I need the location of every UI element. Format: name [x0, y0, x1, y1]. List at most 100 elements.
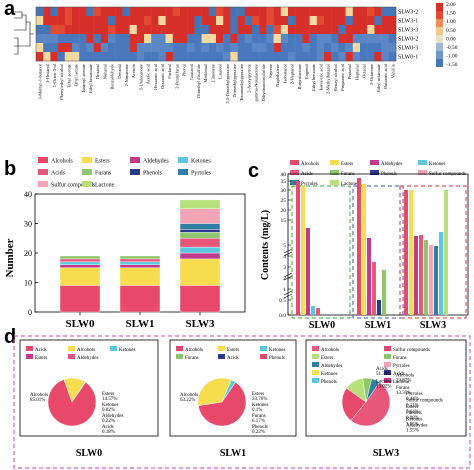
heatmap-cell — [72, 7, 80, 17]
heatmap-cell — [374, 34, 382, 44]
heatmap-cell — [259, 25, 267, 35]
dendrogram — [14, 11, 34, 55]
heatmap-cell — [388, 52, 397, 62]
pie-legend-label: Ketones — [321, 372, 337, 377]
heatmap-cell — [374, 7, 382, 17]
heatmap-cell — [309, 34, 317, 44]
heatmap-col-label: Isobutanol — [282, 63, 287, 83]
heatmap-cell — [79, 43, 87, 53]
heatmap-cells — [35, 6, 397, 62]
pie-label-value: 0.02% — [102, 408, 115, 413]
bar-legend-label: Alcohols — [51, 159, 73, 165]
heatmap-cell — [86, 7, 94, 17]
contents-bar — [296, 181, 300, 315]
heatmap-cell — [381, 7, 389, 17]
heatmap-cell — [100, 25, 109, 35]
heatmap-cell — [93, 25, 101, 35]
heatmap-cell — [43, 16, 51, 26]
pie-label-value: 0.18% — [102, 430, 115, 435]
heatmap-cell — [273, 52, 281, 62]
heatmap-cell — [208, 25, 217, 35]
heatmap-cell — [108, 16, 116, 26]
contents-legend-swatch — [418, 160, 427, 165]
contents-chart: Alcohols Esters Aldehydes Ketones Acids Furan… — [260, 160, 469, 331]
heatmap-cell — [338, 43, 346, 53]
heatmap-cell — [360, 34, 368, 44]
heatmap-cell — [237, 52, 245, 62]
contents-y-tick-label: 25 — [281, 198, 287, 204]
contents-y-tick-label: 15 — [281, 218, 287, 224]
bar-segment — [119, 285, 161, 313]
heatmap-cell — [324, 34, 332, 44]
pie-label-value: 0.11% — [406, 404, 419, 409]
heatmap-cell — [187, 25, 195, 35]
stacked-bar-chart: Alcohols Esters Aldehydes Ketones Acids Furan… — [4, 157, 246, 317]
heatmap-cell — [273, 34, 281, 44]
pie-legend-swatch — [384, 370, 391, 375]
pie-legend-swatch — [68, 354, 75, 359]
heatmap-col-label: Ethyl lactate — [74, 64, 79, 87]
heatmap-cell — [223, 16, 231, 26]
heatmap-col-label: 2-Octanone — [369, 64, 374, 85]
heatmap-cell — [64, 34, 73, 44]
pie-label-name: Lactone — [376, 380, 393, 385]
heatmap-cell — [201, 52, 209, 62]
heatmap-cell — [273, 16, 281, 26]
heatmap-col-label: Dimethyl disulfide — [196, 64, 201, 98]
heatmap-cell — [295, 7, 303, 17]
heatmap-cell — [230, 7, 238, 17]
heatmap-row-label: SLW0-2 — [398, 37, 418, 43]
pie-legend-swatch — [384, 378, 391, 383]
contents-legend-label: Sulfur compounds — [429, 172, 466, 177]
colorbar-tick: 2.00 — [446, 2, 456, 8]
bar-segment — [179, 258, 221, 286]
contents-legend-swatch — [330, 180, 339, 185]
heatmap-cell — [158, 34, 166, 44]
heatmap-col-label: Heptanal — [354, 63, 359, 80]
heatmap-cell — [280, 16, 289, 26]
colorbar-swatch — [436, 3, 443, 11]
heatmap-cell — [352, 7, 361, 17]
heatmap-cell — [295, 34, 303, 44]
contents-y-tick-label: 35 — [281, 179, 287, 185]
heatmap-cell — [237, 25, 245, 35]
heatmap-cell — [360, 7, 368, 17]
heatmap-cell — [259, 16, 267, 26]
heatmap-cell — [151, 16, 159, 26]
bar-legend-swatch — [130, 157, 140, 163]
heatmap-cell — [302, 43, 310, 53]
heatmap-cell — [244, 7, 253, 17]
bar-x-label-slw3: SLW3 — [185, 318, 215, 330]
contents-bar — [414, 236, 418, 315]
heatmap-cell — [136, 16, 145, 26]
heatmap-cell — [86, 16, 94, 26]
heatmap-col-label: Phenol — [182, 63, 187, 76]
contents-legend-label: Ketones — [429, 162, 445, 167]
heatmap-cell — [50, 25, 58, 35]
bar-legend-swatch — [38, 157, 48, 163]
heatmap-cell — [324, 25, 332, 35]
heatmap-cell — [252, 43, 260, 53]
heatmap-cell — [230, 52, 238, 62]
heatmap-col-label: Tetramethylpyrazine — [239, 64, 244, 101]
heatmap-cell — [144, 16, 152, 26]
contents-bar — [311, 306, 315, 315]
colorbar-tick: 0.00 — [446, 36, 456, 42]
heatmap-col-label: 3-Methyl-1-butanol — [38, 63, 43, 99]
pie-label-name: Furans — [396, 386, 410, 391]
heatmap-cell — [302, 25, 310, 35]
panel-label-c: c — [248, 160, 260, 182]
pie-slice — [197, 377, 232, 406]
bar-legend-label: Sulfur compounds — [51, 182, 96, 189]
heatmap-cell — [259, 7, 267, 17]
bar-y-tick-label: 30 — [24, 220, 32, 229]
heatmap-cell — [280, 7, 289, 17]
bar-axes: 0 10 20 30 40 — [24, 190, 246, 317]
pie-legend-label: Lactone — [393, 380, 410, 385]
heatmap-cell — [216, 16, 224, 26]
pie-label-value: 85.01% — [30, 398, 45, 403]
heatmap-cell — [79, 52, 87, 62]
heatmap-cell — [86, 34, 94, 44]
heatmap-cell — [72, 43, 80, 53]
heatmap-col-label: 2-Heptanol — [290, 63, 295, 84]
